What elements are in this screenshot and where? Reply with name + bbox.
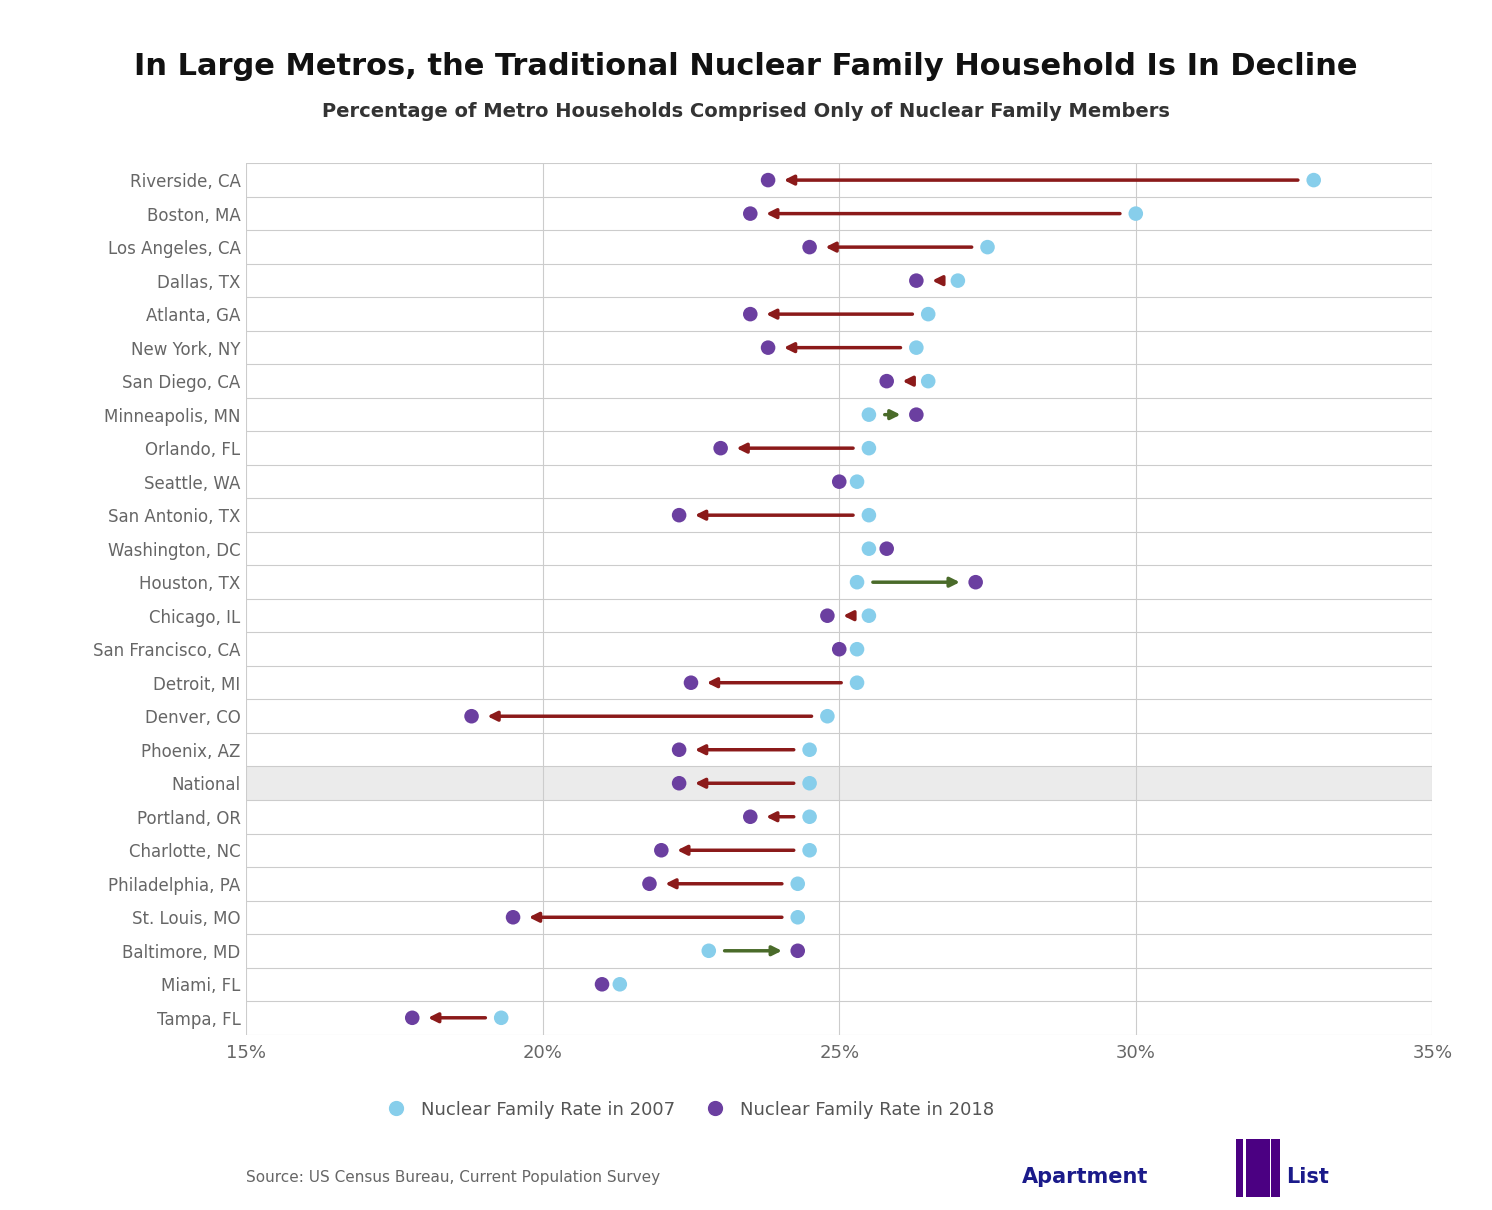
Point <box>798 237 822 257</box>
Point <box>964 572 988 592</box>
Text: In Large Metros, the Traditional Nuclear Family Household Is In Decline: In Large Metros, the Traditional Nuclear… <box>134 52 1358 81</box>
Point <box>798 741 822 760</box>
Point <box>844 640 868 659</box>
Bar <box>246 766 1432 800</box>
Point <box>679 673 703 692</box>
Point <box>649 841 673 860</box>
Bar <box>1237 1139 1243 1197</box>
Point <box>904 405 928 425</box>
Point <box>844 673 868 692</box>
Point <box>739 204 762 224</box>
Point <box>856 405 880 425</box>
Point <box>739 807 762 826</box>
Text: Apartment: Apartment <box>1022 1168 1149 1187</box>
Point <box>667 741 691 760</box>
Point <box>709 438 733 457</box>
Point <box>946 271 970 290</box>
Point <box>844 572 868 592</box>
Point <box>798 807 822 826</box>
Point <box>874 371 898 391</box>
Point <box>786 908 810 927</box>
Point <box>874 538 898 558</box>
Point <box>856 538 880 558</box>
Point <box>828 640 852 659</box>
Point <box>904 338 928 357</box>
Point <box>400 1008 424 1027</box>
Point <box>798 773 822 793</box>
Point <box>739 305 762 324</box>
Point <box>637 874 661 893</box>
Point <box>756 171 780 190</box>
Point <box>844 472 868 491</box>
Text: Source: US Census Bureau, Current Population Survey: Source: US Census Bureau, Current Popula… <box>246 1170 661 1185</box>
Point <box>916 371 940 391</box>
Point <box>798 841 822 860</box>
Point <box>786 874 810 893</box>
Point <box>756 338 780 357</box>
Point <box>976 237 1000 257</box>
Text: Percentage of Metro Households Comprised Only of Nuclear Family Members: Percentage of Metro Households Comprised… <box>322 102 1170 121</box>
Bar <box>1246 1139 1258 1197</box>
Point <box>460 707 483 726</box>
Point <box>816 707 840 726</box>
Point <box>916 305 940 324</box>
Point <box>667 506 691 525</box>
Point <box>828 472 852 491</box>
Point <box>1123 204 1147 224</box>
Text: List: List <box>1286 1168 1329 1187</box>
Legend: Nuclear Family Rate in 2007, Nuclear Family Rate in 2018: Nuclear Family Rate in 2007, Nuclear Fam… <box>372 1094 1001 1127</box>
Point <box>786 941 810 961</box>
Point <box>591 974 615 993</box>
Bar <box>1258 1139 1270 1197</box>
Bar <box>1271 1139 1280 1197</box>
Point <box>697 941 721 961</box>
Point <box>607 974 631 993</box>
Point <box>501 908 525 927</box>
Point <box>856 438 880 457</box>
Point <box>904 271 928 290</box>
Point <box>856 506 880 525</box>
Point <box>667 773 691 793</box>
Point <box>816 606 840 626</box>
Point <box>856 606 880 626</box>
Point <box>1303 171 1326 190</box>
Point <box>489 1008 513 1027</box>
